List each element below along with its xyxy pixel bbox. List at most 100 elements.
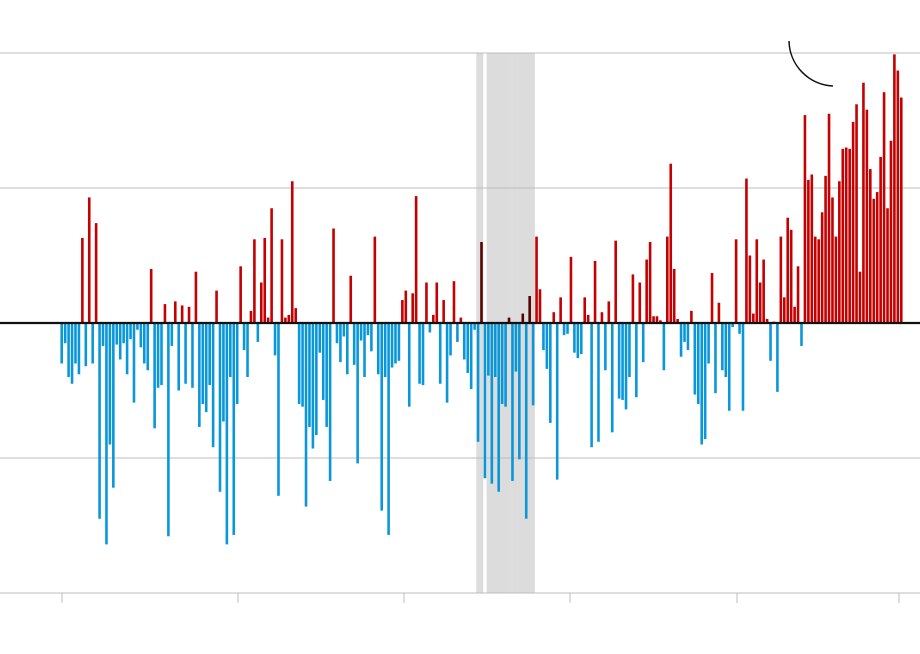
bar bbox=[765, 318, 769, 323]
bar bbox=[435, 282, 439, 323]
bar bbox=[449, 323, 452, 356]
bar bbox=[645, 259, 648, 323]
bar bbox=[559, 297, 562, 323]
bar bbox=[886, 208, 889, 323]
bar bbox=[755, 239, 759, 323]
bar bbox=[459, 317, 463, 323]
bar bbox=[273, 323, 277, 356]
bar bbox=[428, 323, 432, 333]
bar bbox=[779, 236, 783, 323]
bar bbox=[204, 323, 208, 413]
bar bbox=[593, 260, 597, 323]
bar bbox=[98, 323, 101, 519]
bar bbox=[700, 323, 704, 445]
bar bbox=[383, 323, 387, 377]
bar bbox=[246, 323, 249, 377]
bar bbox=[817, 239, 820, 323]
bar bbox=[149, 269, 153, 323]
bar bbox=[600, 312, 604, 323]
bar bbox=[717, 302, 721, 323]
bar bbox=[153, 323, 156, 429]
bar bbox=[208, 323, 211, 386]
bar bbox=[669, 163, 673, 323]
bar bbox=[721, 323, 724, 371]
bar bbox=[573, 323, 576, 353]
bar bbox=[869, 169, 872, 323]
bar bbox=[490, 323, 494, 484]
bar bbox=[555, 323, 559, 480]
bar bbox=[452, 281, 456, 323]
bar bbox=[865, 109, 869, 323]
bar bbox=[848, 148, 851, 323]
bar bbox=[703, 323, 707, 440]
bar bbox=[820, 212, 824, 323]
bar bbox=[659, 320, 662, 323]
bar bbox=[160, 323, 163, 386]
bar bbox=[514, 323, 518, 372]
bar bbox=[745, 178, 748, 323]
bar bbox=[335, 323, 339, 344]
bar bbox=[167, 323, 170, 537]
bar bbox=[607, 301, 611, 323]
bar bbox=[407, 323, 411, 407]
bar bbox=[143, 323, 146, 364]
bar bbox=[831, 197, 834, 323]
bar bbox=[683, 323, 686, 342]
bar bbox=[70, 323, 74, 384]
bar bbox=[752, 313, 755, 323]
bar bbox=[211, 323, 215, 448]
bar bbox=[662, 323, 666, 371]
bar bbox=[397, 323, 401, 361]
bar bbox=[628, 323, 631, 377]
bar bbox=[376, 323, 380, 375]
annotation-arc-group bbox=[788, 40, 834, 87]
bar bbox=[800, 323, 803, 346]
bar bbox=[77, 323, 81, 375]
bar bbox=[315, 323, 318, 436]
bar bbox=[641, 323, 645, 363]
bar bbox=[524, 323, 528, 519]
bar bbox=[242, 323, 246, 350]
bar bbox=[215, 290, 218, 323]
bar bbox=[170, 323, 174, 346]
bar bbox=[569, 256, 573, 323]
bar bbox=[872, 198, 876, 323]
bar bbox=[425, 282, 428, 323]
annotation-arc bbox=[788, 40, 834, 87]
bar bbox=[112, 323, 115, 488]
bar bbox=[617, 323, 621, 399]
bar bbox=[352, 323, 356, 365]
bar bbox=[769, 323, 772, 361]
bar bbox=[851, 121, 855, 323]
bar bbox=[290, 181, 294, 323]
bar bbox=[614, 240, 617, 323]
bar bbox=[390, 323, 394, 368]
bar bbox=[507, 317, 511, 323]
bar bbox=[177, 323, 181, 391]
bar bbox=[734, 239, 738, 323]
bar bbox=[280, 239, 284, 323]
bar bbox=[411, 293, 414, 323]
bar bbox=[483, 323, 487, 479]
bar bbox=[566, 323, 569, 334]
bar bbox=[500, 323, 504, 404]
bar bbox=[284, 317, 287, 323]
bar bbox=[342, 323, 346, 337]
bar bbox=[696, 323, 700, 404]
bar bbox=[810, 174, 814, 323]
bar bbox=[156, 323, 160, 388]
bar bbox=[363, 323, 366, 377]
bar bbox=[139, 323, 143, 348]
bar bbox=[366, 323, 370, 336]
bar bbox=[707, 323, 710, 364]
bar bbox=[824, 175, 827, 323]
bar bbox=[108, 323, 112, 445]
bar bbox=[782, 297, 786, 323]
bar bbox=[776, 323, 779, 392]
bar bbox=[538, 289, 542, 323]
bar bbox=[803, 115, 807, 323]
bar bbox=[115, 323, 119, 345]
bar bbox=[311, 323, 315, 449]
bar bbox=[648, 242, 652, 323]
bar bbox=[576, 323, 580, 359]
